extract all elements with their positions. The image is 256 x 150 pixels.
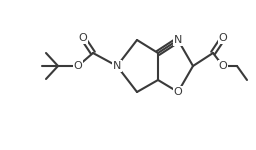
Text: O: O [74,61,82,71]
Text: O: O [219,33,227,43]
Text: O: O [174,87,182,97]
Text: O: O [219,61,227,71]
Text: O: O [79,33,87,43]
Text: N: N [174,35,182,45]
Text: N: N [113,61,121,71]
